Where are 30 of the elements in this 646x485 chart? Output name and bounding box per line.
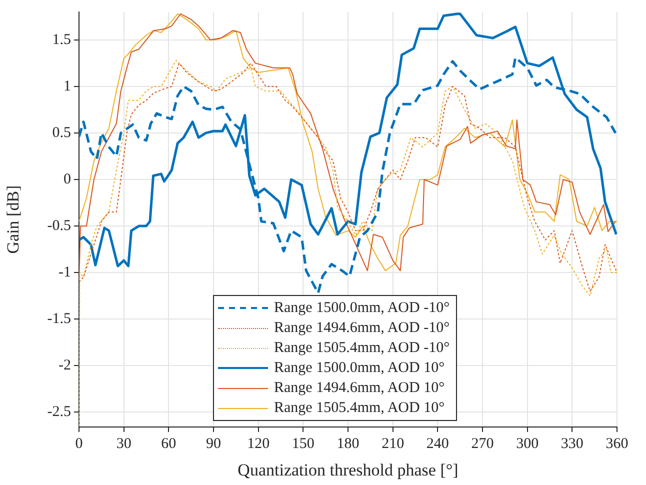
x-tick-label: 180 bbox=[336, 436, 360, 452]
legend-label: Range 1500.0mm, AOD -10° bbox=[274, 299, 450, 318]
x-tick-label: 0 bbox=[75, 436, 83, 452]
y-tick-label: -1.5 bbox=[47, 311, 71, 327]
legend-label: Range 1494.6mm, AOD -10° bbox=[274, 319, 450, 338]
x-tick-label: 150 bbox=[292, 436, 314, 452]
x-axis-title: Quantization threshold phase [°] bbox=[238, 460, 458, 480]
x-tick-label: 60 bbox=[161, 436, 176, 452]
y-axis-title: Gain [dB] bbox=[4, 185, 23, 254]
legend-label: Range 1500.0mm, AOD 10° bbox=[274, 359, 445, 378]
y-tick-label: -1 bbox=[58, 264, 71, 280]
x-tick-label: 30 bbox=[116, 436, 132, 452]
x-tick-label: 360 bbox=[606, 436, 628, 452]
x-tick-label: 240 bbox=[426, 436, 449, 452]
x-tick-label: 90 bbox=[206, 436, 221, 452]
y-tick-label: 1 bbox=[64, 78, 71, 94]
y-tick-label: -0.5 bbox=[47, 218, 71, 234]
y-tick-label: 1.5 bbox=[52, 32, 71, 48]
legend-label: Range 1505.4mm, AOD -10° bbox=[274, 339, 450, 358]
x-tick-label: 120 bbox=[247, 436, 270, 452]
y-tick-label: 0.5 bbox=[52, 124, 71, 141]
x-tick-label: 300 bbox=[516, 436, 539, 452]
y-tick-label: -2.5 bbox=[47, 404, 71, 420]
x-tick-label: 210 bbox=[382, 436, 404, 452]
legend-label: Range 1494.6mm, AOD 10° bbox=[274, 379, 445, 398]
x-tick-label: 330 bbox=[560, 436, 584, 452]
y-tick-label: -2 bbox=[58, 358, 71, 374]
legend-label: Range 1505.4mm, AOD 10° bbox=[274, 399, 445, 418]
x-tick-label: 270 bbox=[471, 436, 494, 452]
y-tick-label: 0 bbox=[64, 171, 71, 188]
